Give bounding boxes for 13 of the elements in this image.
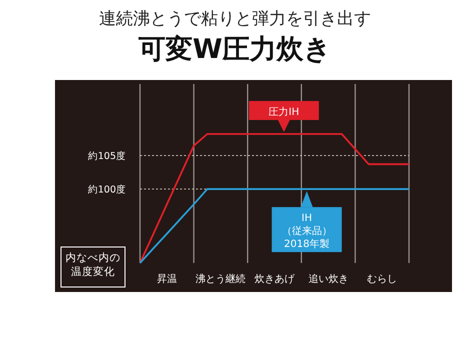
ref-line-label: 約100度: [88, 184, 126, 196]
callout: 圧力IH: [248, 101, 319, 132]
x-tick-label: むらし: [367, 274, 398, 286]
x-tick-label: 昇温: [156, 273, 177, 286]
annotation: IH（従来品）2018年製: [282, 213, 332, 250]
ref-line-label: 約105度: [88, 150, 126, 162]
x-tick-label: 炊きあげ: [254, 273, 296, 286]
x-tick-label: 追い炊き: [308, 273, 348, 286]
callout: IH（従来品）2018年製: [272, 191, 342, 252]
chart-title: 可変W圧力炊き: [138, 34, 332, 65]
chart-subtitle: 連続沸とうで粘りと弾力を引き出す: [99, 9, 371, 29]
x-tick-label: 沸とう継続: [196, 273, 246, 286]
y-axis-title: 内なべ内の温度変化: [66, 251, 120, 278]
